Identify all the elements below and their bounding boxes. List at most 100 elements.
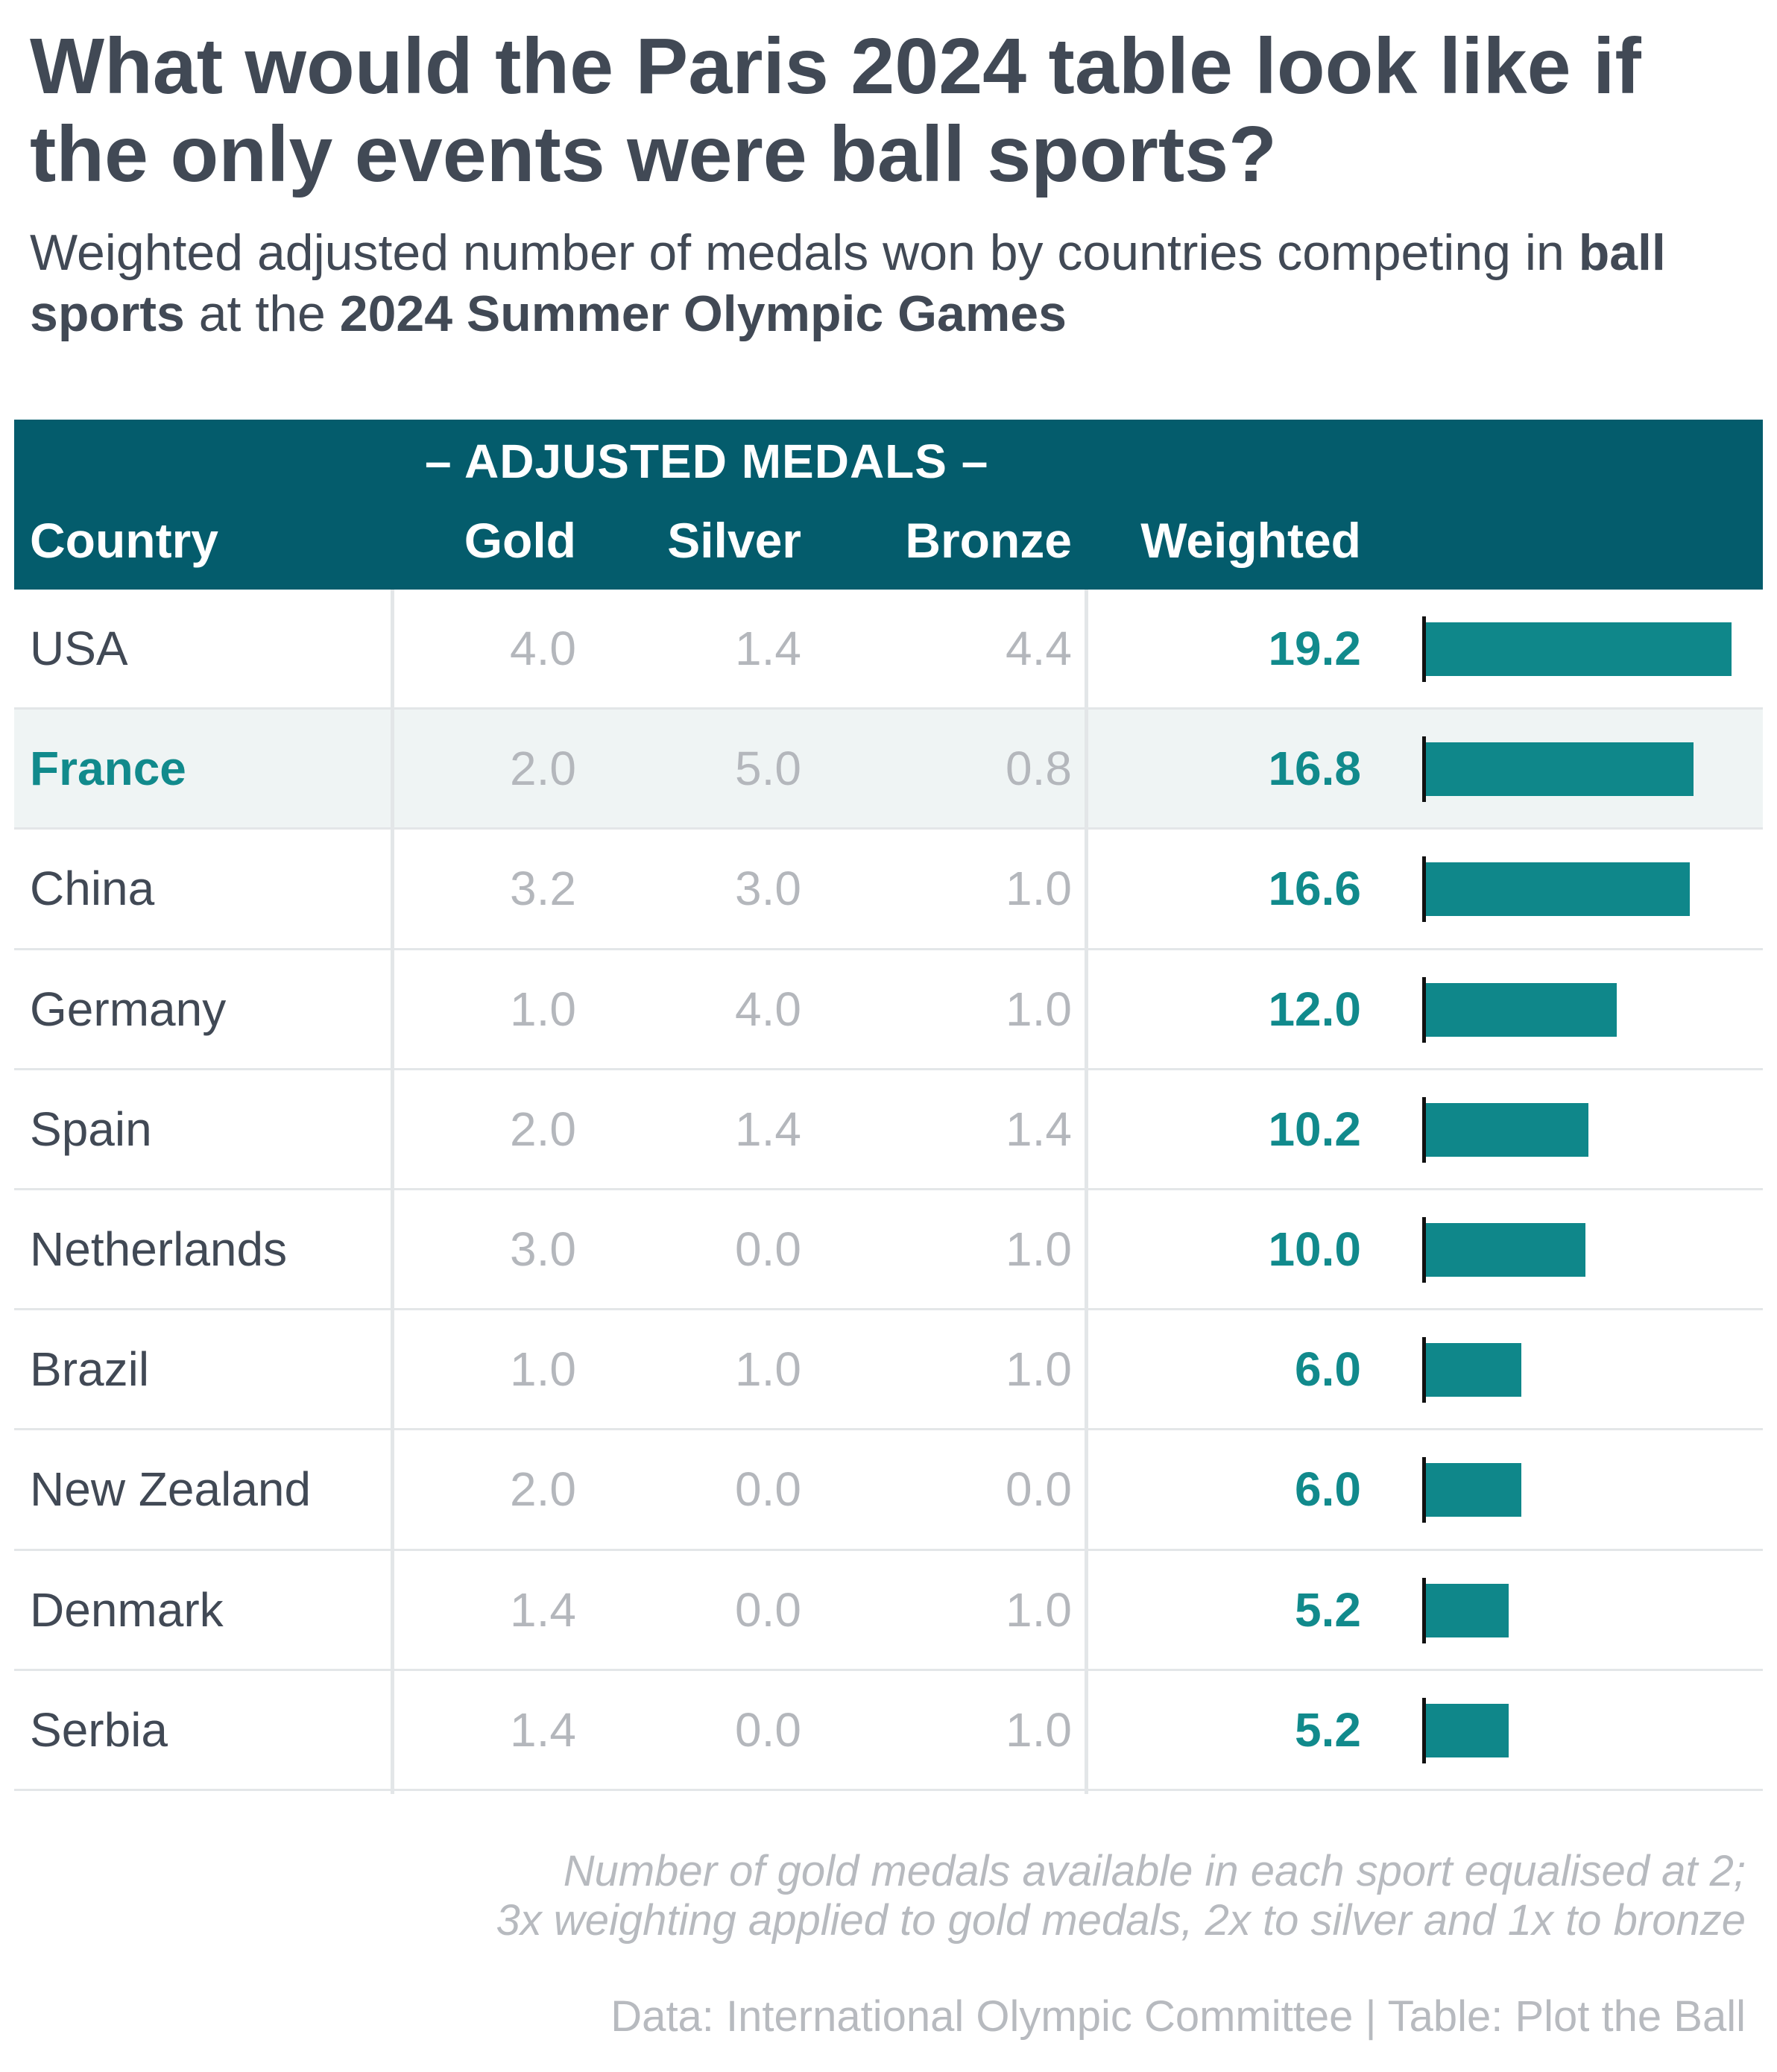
footnote-line-2: 3x weighting applied to gold medals, 2x … bbox=[496, 1896, 1746, 1945]
weighted-value-label: 19.2 bbox=[1268, 622, 1361, 676]
table-row: Serbia 1.4 0.0 1.0 5.2 bbox=[14, 1671, 1763, 1791]
weighted-value-label: 6.0 bbox=[1295, 1342, 1361, 1397]
subtitle-bold-2: 2024 Summer Olympic Games bbox=[339, 285, 1067, 342]
bar-baseline bbox=[1422, 856, 1426, 923]
table-row: Germany 1.0 4.0 1.0 12.0 bbox=[14, 950, 1763, 1070]
gold-cell: 2.0 bbox=[510, 1102, 576, 1156]
bronze-cell: 1.0 bbox=[1006, 862, 1072, 916]
bronze-cell: 1.0 bbox=[1006, 1702, 1072, 1757]
bar-baseline bbox=[1422, 1457, 1426, 1523]
country-cell: China bbox=[30, 862, 155, 916]
country-cell: New Zealand bbox=[30, 1462, 312, 1517]
weighted-bar bbox=[1426, 862, 1691, 917]
bronze-cell: 4.4 bbox=[1006, 622, 1072, 676]
bar-baseline bbox=[1422, 1337, 1426, 1403]
silver-cell: 0.0 bbox=[735, 1582, 801, 1637]
bar-baseline bbox=[1422, 736, 1426, 803]
country-cell: Serbia bbox=[30, 1702, 168, 1757]
table-row: Netherlands 3.0 0.0 1.0 10.0 bbox=[14, 1190, 1763, 1311]
weighted-bar bbox=[1426, 1583, 1509, 1637]
bronze-cell: 1.0 bbox=[1006, 982, 1072, 1036]
column-header-gold: Gold bbox=[464, 513, 576, 568]
chart-subtitle: Weighted adjusted number of medals won b… bbox=[30, 222, 1759, 344]
bronze-cell: 0.0 bbox=[1006, 1462, 1072, 1517]
gold-cell: 1.0 bbox=[510, 1342, 576, 1397]
bronze-cell: 1.0 bbox=[1006, 1222, 1072, 1277]
gold-cell: 1.4 bbox=[510, 1582, 576, 1637]
gold-cell: 1.4 bbox=[510, 1702, 576, 1757]
weighted-bar bbox=[1426, 742, 1694, 797]
subtitle-text-1: Weighted adjusted number of medals won b… bbox=[30, 224, 1579, 281]
gold-cell: 3.0 bbox=[510, 1222, 576, 1277]
weighted-bar bbox=[1426, 1343, 1522, 1397]
bronze-cell: 0.8 bbox=[1006, 742, 1072, 796]
table-row: France 2.0 5.0 0.8 16.8 bbox=[14, 710, 1763, 830]
gold-cell: 1.0 bbox=[510, 982, 576, 1036]
bar-baseline bbox=[1422, 1096, 1426, 1163]
bar-baseline bbox=[1422, 1697, 1426, 1763]
column-divider bbox=[391, 590, 394, 1794]
silver-cell: 0.0 bbox=[735, 1222, 801, 1277]
weighted-value-label: 10.0 bbox=[1268, 1222, 1361, 1277]
bronze-cell: 1.0 bbox=[1006, 1582, 1072, 1637]
silver-cell: 5.0 bbox=[735, 742, 801, 796]
column-header-weighted: Weighted bbox=[1140, 513, 1361, 568]
adjusted-medals-group-label: – ADJUSTED MEDALS – bbox=[425, 435, 989, 488]
table-body: USA 4.0 1.4 4.4 19.2 France 2.0 5.0 0.8 16.8 China… bbox=[14, 590, 1763, 1791]
country-cell: Germany bbox=[30, 982, 227, 1036]
weighted-value-label: 6.0 bbox=[1295, 1462, 1361, 1517]
bar-baseline bbox=[1422, 976, 1426, 1043]
footnote-line-1: Number of gold medals available in each … bbox=[563, 1847, 1746, 1895]
weighted-value-label: 16.8 bbox=[1268, 742, 1361, 796]
country-cell: Denmark bbox=[30, 1582, 224, 1637]
silver-cell: 0.0 bbox=[735, 1462, 801, 1517]
gold-cell: 2.0 bbox=[510, 1462, 576, 1517]
weighted-bar bbox=[1426, 1703, 1509, 1757]
weighted-value-label: 5.2 bbox=[1295, 1702, 1361, 1757]
bar-baseline bbox=[1422, 616, 1426, 682]
country-cell: France bbox=[30, 742, 186, 796]
gold-cell: 4.0 bbox=[510, 622, 576, 676]
gold-cell: 2.0 bbox=[510, 742, 576, 796]
weighted-value-label: 5.2 bbox=[1295, 1582, 1361, 1637]
bar-baseline bbox=[1422, 1216, 1426, 1283]
weighted-value-label: 10.2 bbox=[1268, 1102, 1361, 1156]
column-header-bronze: Bronze bbox=[905, 513, 1072, 568]
silver-cell: 0.0 bbox=[735, 1702, 801, 1757]
country-cell: USA bbox=[30, 622, 128, 676]
weighted-bar bbox=[1426, 1463, 1522, 1517]
weighted-bar bbox=[1426, 622, 1732, 676]
table-row: Denmark 1.4 0.0 1.0 5.2 bbox=[14, 1551, 1763, 1671]
table-row: New Zealand 2.0 0.0 0.0 6.0 bbox=[14, 1430, 1763, 1551]
weighted-bar bbox=[1426, 1102, 1588, 1157]
source-credit: Data: International Olympic Committee | … bbox=[610, 1992, 1746, 2041]
weighted-value-label: 12.0 bbox=[1268, 982, 1361, 1036]
table-row: Brazil 1.0 1.0 1.0 6.0 bbox=[14, 1310, 1763, 1431]
silver-cell: 1.0 bbox=[735, 1342, 801, 1397]
weighted-value-label: 16.6 bbox=[1268, 862, 1361, 916]
silver-cell: 1.4 bbox=[735, 1102, 801, 1156]
silver-cell: 1.4 bbox=[735, 622, 801, 676]
bronze-cell: 1.0 bbox=[1006, 1342, 1072, 1397]
column-header-country: Country bbox=[30, 513, 218, 568]
bronze-cell: 1.4 bbox=[1006, 1102, 1072, 1156]
country-cell: Spain bbox=[30, 1102, 152, 1156]
subtitle-text-2: at the bbox=[184, 285, 340, 342]
column-divider bbox=[1085, 590, 1088, 1794]
subtitle-bold-1: ball sports bbox=[30, 224, 1666, 342]
gold-cell: 3.2 bbox=[510, 862, 576, 916]
table-row: USA 4.0 1.4 4.4 19.2 bbox=[14, 590, 1763, 710]
table-row: China 3.2 3.0 1.0 16.6 bbox=[14, 830, 1763, 950]
weighted-bar bbox=[1426, 1222, 1585, 1277]
silver-cell: 4.0 bbox=[735, 982, 801, 1036]
country-cell: Brazil bbox=[30, 1342, 150, 1397]
silver-cell: 3.0 bbox=[735, 862, 801, 916]
table-header bbox=[14, 420, 1763, 590]
table-row: Spain 2.0 1.4 1.4 10.2 bbox=[14, 1070, 1763, 1190]
footnote: Number of gold medals available in each … bbox=[31, 1847, 1746, 1945]
bar-baseline bbox=[1422, 1577, 1426, 1643]
column-header-silver: Silver bbox=[667, 513, 801, 568]
chart-title: What would the Paris 2024 table look lik… bbox=[30, 22, 1641, 198]
country-cell: Netherlands bbox=[30, 1222, 288, 1277]
weighted-bar bbox=[1426, 982, 1617, 1037]
